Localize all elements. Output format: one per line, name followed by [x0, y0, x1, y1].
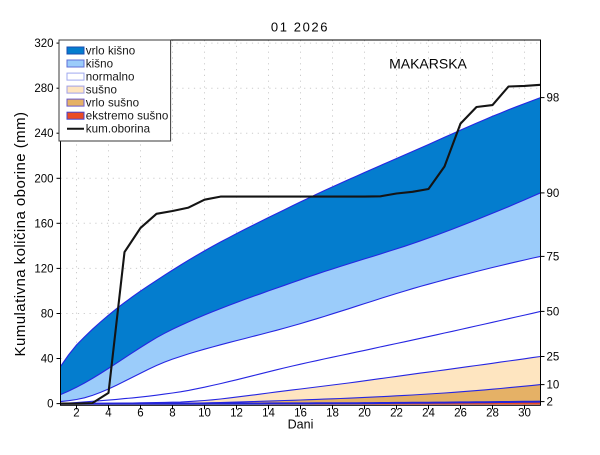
- svg-text:20: 20: [358, 408, 371, 420]
- svg-text:2: 2: [73, 408, 79, 420]
- svg-text:vrlo kišno: vrlo kišno: [86, 45, 135, 58]
- svg-text:0: 0: [47, 399, 53, 411]
- svg-text:98: 98: [547, 93, 560, 105]
- svg-text:24: 24: [422, 408, 435, 420]
- svg-text:22: 22: [390, 408, 403, 420]
- svg-text:240: 240: [34, 128, 53, 140]
- svg-text:01 2026: 01 2026: [271, 20, 329, 35]
- svg-text:vrlo sušno: vrlo sušno: [86, 97, 139, 110]
- svg-text:25: 25: [547, 352, 560, 364]
- svg-text:120: 120: [34, 263, 53, 275]
- svg-text:75: 75: [547, 251, 560, 263]
- svg-text:8: 8: [169, 408, 175, 420]
- svg-text:sušno: sušno: [86, 84, 117, 97]
- svg-text:12: 12: [230, 408, 243, 420]
- svg-text:50: 50: [547, 306, 560, 318]
- svg-text:90: 90: [547, 188, 560, 200]
- svg-text:16: 16: [294, 408, 307, 420]
- svg-text:Kumulativna količina oborine (: Kumulativna količina oborine (mm): [12, 112, 29, 357]
- svg-text:160: 160: [34, 218, 53, 230]
- svg-text:26: 26: [454, 408, 467, 420]
- svg-text:14: 14: [262, 408, 275, 420]
- svg-text:MAKARSKA: MAKARSKA: [389, 56, 467, 72]
- svg-text:6: 6: [137, 408, 143, 420]
- svg-text:28: 28: [486, 408, 499, 420]
- svg-text:30: 30: [518, 408, 531, 420]
- svg-text:320: 320: [34, 38, 53, 50]
- svg-text:normalno: normalno: [86, 71, 135, 84]
- svg-text:kišno: kišno: [86, 58, 113, 71]
- svg-text:40: 40: [41, 354, 54, 366]
- svg-text:200: 200: [34, 173, 53, 185]
- svg-text:Dani: Dani: [288, 418, 314, 432]
- svg-text:80: 80: [41, 309, 54, 321]
- svg-text:18: 18: [326, 408, 339, 420]
- svg-text:2: 2: [547, 397, 553, 409]
- svg-text:10: 10: [547, 380, 560, 392]
- svg-text:kum.oborina: kum.oborina: [86, 123, 151, 136]
- svg-text:4: 4: [105, 408, 112, 420]
- svg-text:280: 280: [34, 83, 53, 95]
- svg-text:10: 10: [198, 408, 211, 420]
- svg-text:ekstremo sušno: ekstremo sušno: [86, 110, 169, 123]
